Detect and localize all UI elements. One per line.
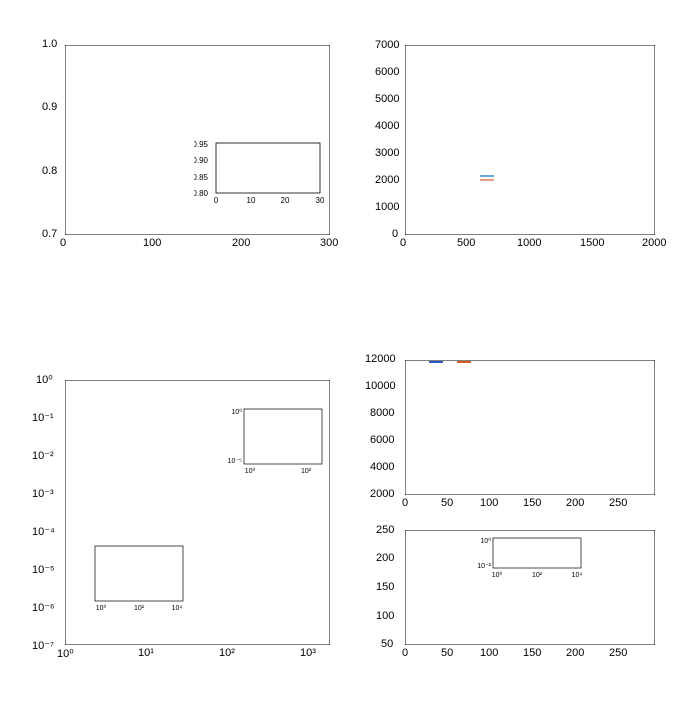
tick: 150: [523, 647, 541, 659]
tick: 1000: [517, 237, 541, 249]
tick: 4000: [375, 120, 399, 132]
svg-text:10⁴: 10⁴: [572, 572, 583, 579]
tick: 2000: [642, 237, 666, 249]
tick: 12000: [365, 353, 396, 365]
tick: 250: [609, 647, 627, 659]
tick: 250: [609, 497, 627, 509]
tick: 150: [523, 497, 541, 509]
tick: 10⁰: [57, 647, 74, 660]
panel-b-legend: [480, 175, 498, 183]
svg-text:10²: 10²: [532, 572, 543, 579]
tick: 250: [376, 524, 394, 536]
panel-d-bottom: 10⁰ 10⁻² 10⁰ 10² 10⁴: [405, 530, 655, 645]
tick: 5000: [375, 93, 399, 105]
tick: 6000: [370, 434, 394, 446]
panel-a: 0.95 0.90 0.85 0.80 0 10 20 30: [65, 45, 330, 235]
svg-text:0.80: 0.80: [194, 189, 209, 198]
tick: 100: [480, 647, 498, 659]
svg-text:10⁴: 10⁴: [172, 605, 183, 612]
panel-d-inset: 10⁰ 10⁻² 10⁰ 10² 10⁴: [475, 535, 585, 580]
tick: 200: [566, 497, 584, 509]
tick: 50: [441, 647, 453, 659]
panel-d-top: [405, 360, 655, 495]
tick: 0: [402, 497, 408, 509]
tick: 200: [232, 237, 250, 249]
tick: 10⁻³: [32, 487, 54, 500]
tick: 10000: [365, 380, 396, 392]
tick: 50: [441, 497, 453, 509]
tick: 50: [381, 638, 393, 650]
tick: 1000: [375, 201, 399, 213]
tick: 0: [60, 237, 66, 249]
tick: 8000: [370, 407, 394, 419]
svg-text:30: 30: [316, 196, 324, 205]
tick: 2000: [370, 488, 394, 500]
tick: 1.0: [42, 38, 57, 50]
tick: 0.9: [42, 101, 57, 113]
svg-text:0.90: 0.90: [194, 156, 209, 165]
tick: 100: [376, 610, 394, 622]
panel-b-svg: [405, 45, 655, 235]
tick: 7000: [375, 39, 399, 51]
figure: 0.95 0.90 0.85 0.80 0 10 20 30 0 100 200…: [10, 10, 665, 701]
tick: 150: [376, 581, 394, 593]
panel-b: [405, 45, 655, 235]
tick: 10⁰: [36, 373, 53, 386]
tick: 100: [480, 497, 498, 509]
tick: 300: [320, 237, 338, 249]
tick: 10¹: [138, 647, 154, 659]
tick: 10³: [300, 647, 316, 659]
tick: 10⁻²: [32, 449, 54, 462]
tick: 10⁻⁵: [32, 563, 55, 576]
panel-c-inset-tr: 10⁰ 10⁻⁵ 10⁰ 10²: [226, 405, 326, 480]
svg-text:10⁻⁵: 10⁻⁵: [228, 458, 242, 465]
tick: 0: [400, 237, 406, 249]
svg-text:20: 20: [281, 196, 290, 205]
svg-text:10²: 10²: [134, 605, 145, 612]
tick: 100: [143, 237, 161, 249]
tick: 6000: [375, 66, 399, 78]
svg-text:10⁰: 10⁰: [231, 408, 242, 416]
tick: 10²: [219, 647, 235, 659]
panel-c: 10⁰ 10⁻⁵ 10⁰ 10² 10⁰ 10² 10⁴: [65, 380, 330, 645]
panel-d-legend: [429, 361, 475, 365]
svg-text:10²: 10²: [301, 468, 312, 475]
panel-c-inset-bl: 10⁰ 10² 10⁴: [77, 542, 187, 617]
svg-text:0.95: 0.95: [194, 140, 209, 149]
svg-text:0.85: 0.85: [194, 173, 209, 182]
svg-text:10⁰: 10⁰: [492, 571, 503, 579]
svg-text:10⁰: 10⁰: [245, 467, 256, 475]
tick: 200: [566, 647, 584, 659]
tick: 3000: [375, 147, 399, 159]
tick: 1500: [580, 237, 604, 249]
tick: 10⁻⁷: [32, 639, 54, 652]
tick: 10⁻⁶: [32, 601, 55, 614]
svg-text:10: 10: [247, 196, 256, 205]
tick: 0: [402, 647, 408, 659]
svg-text:10⁰: 10⁰: [480, 537, 491, 545]
tick: 200: [376, 552, 394, 564]
tick: 0: [392, 228, 398, 240]
svg-text:10⁻²: 10⁻²: [477, 563, 491, 570]
tick: 500: [457, 237, 475, 249]
tick: 2000: [375, 174, 399, 186]
tick: 10⁻¹: [32, 411, 54, 424]
tick: 0.7: [42, 228, 57, 240]
panel-a-inset: 0.95 0.90 0.85 0.80 0 10 20 30: [194, 139, 324, 207]
svg-text:10⁰: 10⁰: [96, 604, 107, 612]
tick: 0.8: [42, 165, 57, 177]
tick: 4000: [370, 461, 394, 473]
tick: 10⁻⁴: [32, 525, 55, 538]
svg-text:0: 0: [214, 196, 219, 205]
